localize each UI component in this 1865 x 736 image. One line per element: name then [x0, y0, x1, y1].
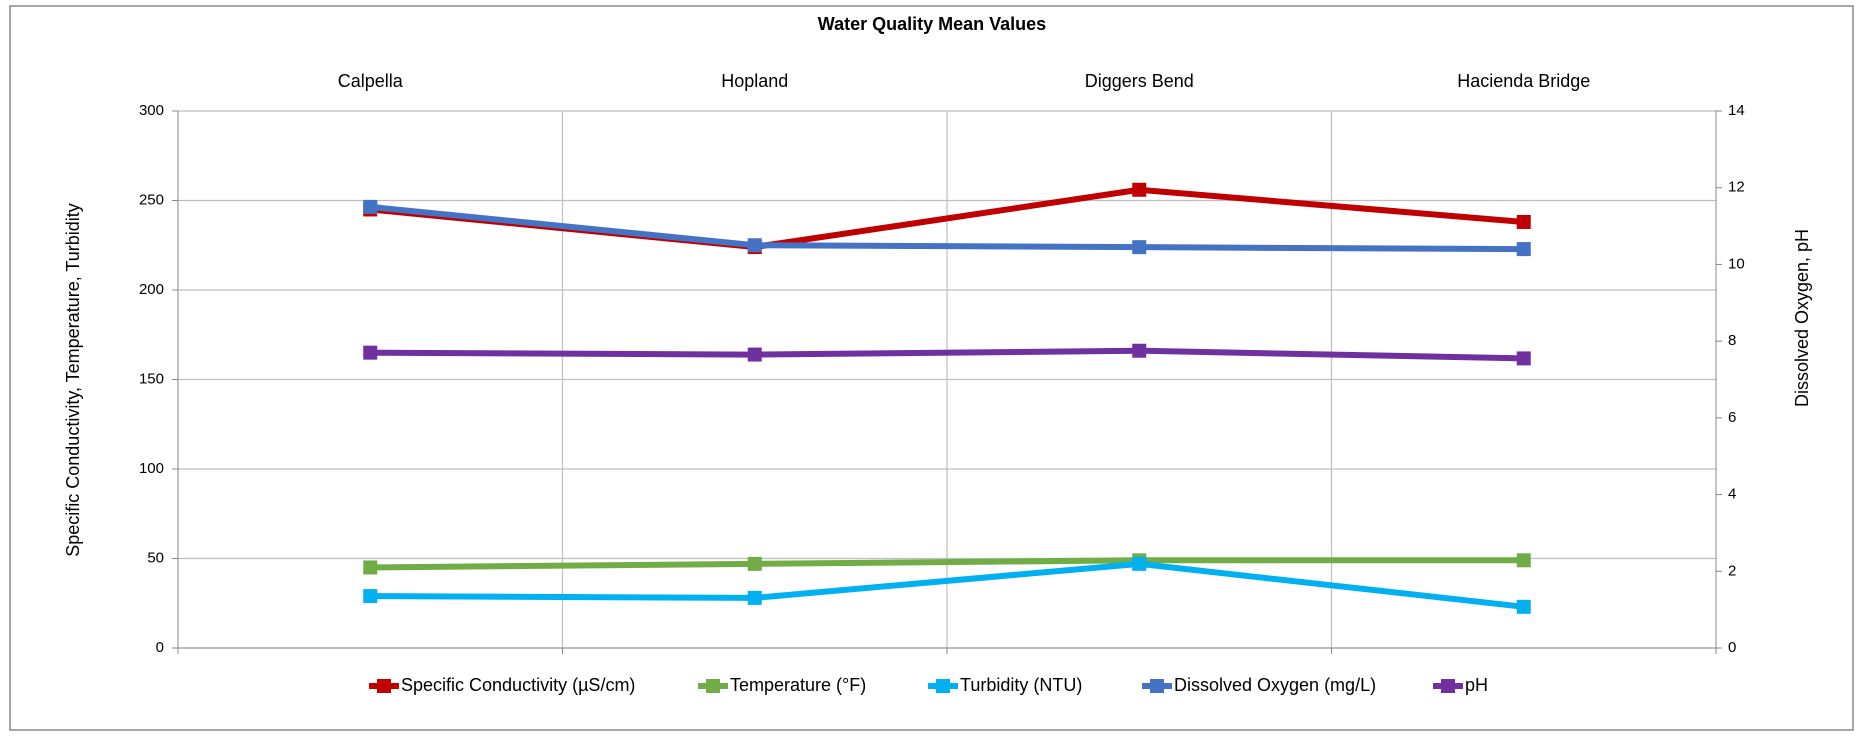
legend-label: Temperature (°F)	[730, 675, 866, 695]
legend-marker	[1441, 679, 1455, 693]
marker	[747, 556, 762, 571]
y-tick-label: 0	[156, 639, 164, 656]
series-line	[370, 557, 1524, 571]
marker	[747, 238, 762, 253]
y-tick-label: 200	[139, 281, 164, 298]
marker	[1516, 242, 1531, 257]
series-line	[369, 203, 1524, 253]
legend-marker	[1150, 679, 1164, 693]
x-tick-label: Diggers Bend	[1085, 71, 1194, 91]
marker	[1132, 182, 1147, 197]
marker	[1132, 343, 1147, 358]
x-tick-label: Calpella	[338, 71, 404, 91]
legend-marker	[936, 679, 950, 693]
y-tick-label: 300	[139, 102, 164, 119]
marker	[1132, 240, 1147, 255]
y2-tick-label: 0	[1728, 639, 1736, 656]
y-tick-label: 50	[147, 549, 164, 566]
series-line	[370, 560, 1525, 610]
marker	[1516, 351, 1531, 366]
x-tick-label: Hopland	[721, 71, 788, 91]
legend-label: Turbidity (NTU)	[960, 675, 1082, 695]
y-tick-label: 100	[139, 460, 164, 477]
marker	[363, 199, 378, 214]
y-tick-label: 250	[139, 191, 164, 208]
y2-tick-label: 4	[1728, 486, 1736, 503]
legend-marker	[377, 679, 391, 693]
y2-axis-label: Dissolved Oxygen, pH	[1792, 229, 1812, 407]
chart-frame	[9, 5, 1854, 731]
marker	[1132, 556, 1147, 571]
chart-title: Water Quality Mean Values	[818, 14, 1046, 34]
marker	[363, 560, 378, 575]
marker	[1516, 214, 1531, 229]
legend-label: pH	[1465, 675, 1488, 695]
x-tick-label: Hacienda Bridge	[1457, 71, 1590, 91]
y2-tick-label: 12	[1728, 179, 1745, 196]
series-line	[370, 347, 1524, 362]
y2-tick-label: 8	[1728, 332, 1736, 349]
y2-tick-label: 2	[1728, 562, 1736, 579]
marker	[747, 590, 762, 605]
marker	[1516, 599, 1531, 614]
marker	[1516, 553, 1531, 568]
marker	[747, 347, 762, 362]
y2-tick-label: 10	[1728, 255, 1745, 272]
marker	[363, 345, 378, 360]
legend-label: Specific Conductivity (µS/cm)	[401, 675, 635, 695]
legend-label: Dissolved Oxygen (mg/L)	[1174, 675, 1376, 695]
legend-marker	[706, 679, 720, 693]
y-tick-label: 150	[139, 370, 164, 387]
y-axis-label: Specific Conductivity, Temperature, Turb…	[63, 203, 83, 557]
y2-tick-label: 14	[1728, 102, 1745, 119]
y2-tick-label: 6	[1728, 409, 1736, 426]
marker	[363, 589, 378, 604]
